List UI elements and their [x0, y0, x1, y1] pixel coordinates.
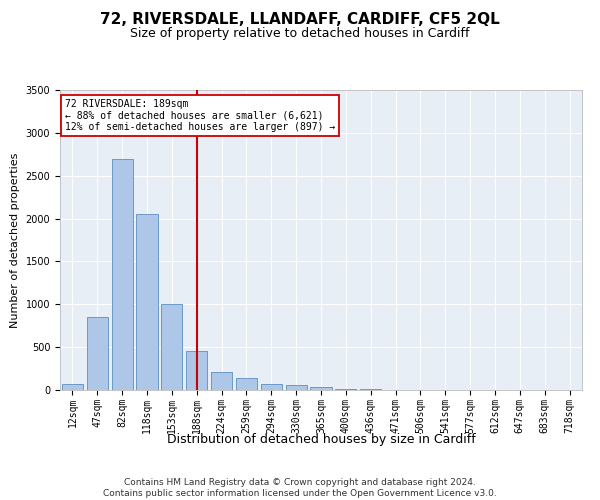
Bar — [236, 378, 257, 390]
Bar — [310, 388, 332, 390]
Y-axis label: Number of detached properties: Number of detached properties — [10, 152, 20, 328]
Text: 72, RIVERSDALE, LLANDAFF, CARDIFF, CF5 2QL: 72, RIVERSDALE, LLANDAFF, CARDIFF, CF5 2… — [100, 12, 500, 28]
Bar — [161, 304, 182, 390]
Text: Distribution of detached houses by size in Cardiff: Distribution of detached houses by size … — [167, 432, 475, 446]
Bar — [286, 386, 307, 390]
Bar — [136, 214, 158, 390]
Bar — [211, 372, 232, 390]
Bar — [261, 384, 282, 390]
Bar — [62, 384, 83, 390]
Bar — [87, 317, 108, 390]
Bar — [112, 158, 133, 390]
Text: Contains HM Land Registry data © Crown copyright and database right 2024.
Contai: Contains HM Land Registry data © Crown c… — [103, 478, 497, 498]
Text: 72 RIVERSDALE: 189sqm
← 88% of detached houses are smaller (6,621)
12% of semi-d: 72 RIVERSDALE: 189sqm ← 88% of detached … — [65, 99, 335, 132]
Bar — [335, 388, 356, 390]
Bar — [186, 352, 207, 390]
Text: Size of property relative to detached houses in Cardiff: Size of property relative to detached ho… — [130, 28, 470, 40]
